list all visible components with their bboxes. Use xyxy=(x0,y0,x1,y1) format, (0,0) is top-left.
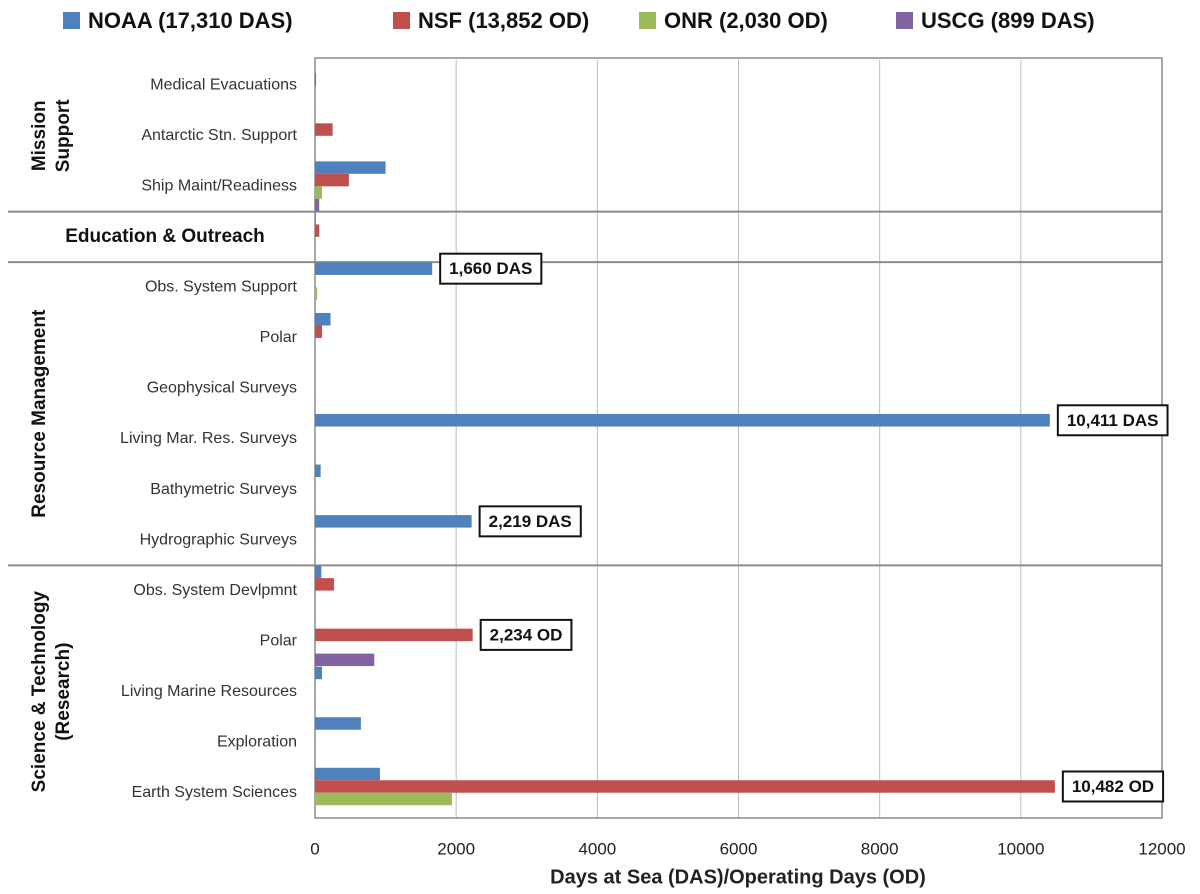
group-label: Resource Management xyxy=(29,309,50,518)
bar xyxy=(315,173,349,187)
value-label-box xyxy=(478,505,582,538)
bar xyxy=(315,780,1055,793)
y-tick-label: Antarctic Stn. Support xyxy=(141,127,297,144)
y-tick-label: Living Marine Resources xyxy=(121,683,297,700)
x-tick-label: 4000 xyxy=(578,839,616,858)
legend-swatch xyxy=(639,12,656,29)
legend-label: USCG (899 DAS) xyxy=(921,8,1095,33)
bar xyxy=(315,224,320,237)
bar xyxy=(315,287,318,300)
group-label: Education & Outreach xyxy=(65,226,265,247)
y-tick-label: Earth System Sciences xyxy=(132,784,297,801)
x-tick-label: 6000 xyxy=(720,839,758,858)
group-label: (Research) xyxy=(53,643,74,741)
group-label: Science & Technology xyxy=(29,591,50,793)
bar xyxy=(315,325,323,338)
value-label: 1,660 DAS xyxy=(439,252,543,285)
value-label: 10,482 OD xyxy=(1061,770,1165,803)
bar xyxy=(315,312,331,326)
value-label-box xyxy=(1061,770,1165,803)
group-label: Support xyxy=(53,99,74,172)
y-tick-label: Ship Maint/Readiness xyxy=(141,178,297,195)
legend-swatch xyxy=(393,12,410,29)
bar xyxy=(315,717,361,730)
bar xyxy=(315,198,320,212)
bar xyxy=(315,123,333,136)
value-label: 10,411 DAS xyxy=(1056,404,1169,437)
value-label-text: 1,660 DAS xyxy=(449,259,532,278)
bar xyxy=(315,161,386,174)
value-label-text: 2,234 OD xyxy=(490,625,563,644)
bar xyxy=(315,628,473,642)
x-tick-label: 2000 xyxy=(437,839,475,858)
x-tick-label: 12000 xyxy=(1138,839,1185,858)
value-label-text: 10,411 DAS xyxy=(1067,411,1159,430)
y-tick-label: Polar xyxy=(260,329,298,346)
plot-border xyxy=(314,57,1163,819)
x-tick-label: 10000 xyxy=(997,839,1044,858)
bar xyxy=(315,211,316,225)
y-tick-label: Polar xyxy=(260,632,298,649)
bar xyxy=(315,565,322,579)
legend-swatch xyxy=(63,12,80,29)
bar xyxy=(315,792,452,806)
y-tick-label: Hydrographic Surveys xyxy=(140,531,297,548)
bar xyxy=(315,464,321,478)
value-label-text: 10,482 OD xyxy=(1072,777,1154,796)
bar xyxy=(315,414,1050,427)
value-label: 2,219 DAS xyxy=(478,505,582,538)
legend-label: ONR (2,030 OD) xyxy=(664,8,828,33)
bar xyxy=(315,186,323,199)
y-tick-label: Geophysical Surveys xyxy=(147,380,297,397)
value-label-box xyxy=(439,252,543,285)
bar xyxy=(315,767,380,781)
legend-label: NOAA (17,310 DAS) xyxy=(88,8,293,33)
x-axis-label: Days at Sea (DAS)/Operating Days (OD) xyxy=(550,866,926,888)
bar xyxy=(315,578,335,591)
y-tick-label: Obs. System Devlpmnt xyxy=(133,582,297,599)
group-label: Mission xyxy=(29,100,50,171)
bar xyxy=(315,262,433,275)
value-label-box xyxy=(1056,404,1169,437)
x-tick-label: 8000 xyxy=(861,839,899,858)
value-label-box xyxy=(479,618,573,651)
y-tick-label: Exploration xyxy=(217,733,297,750)
y-tick-label: Obs. System Support xyxy=(145,279,298,296)
x-tick-label: 0 xyxy=(310,839,319,858)
legend-label: NSF (13,852 OD) xyxy=(418,8,589,33)
bar xyxy=(315,515,472,528)
value-label-text: 2,219 DAS xyxy=(489,512,572,531)
legend-swatch xyxy=(896,12,913,29)
value-label: 2,234 OD xyxy=(479,618,573,651)
bar xyxy=(315,653,375,667)
bar xyxy=(315,666,323,680)
y-tick-label: Bathymetric Surveys xyxy=(150,481,297,498)
y-tick-label: Living Mar. Res. Surveys xyxy=(120,430,297,447)
bar xyxy=(315,72,317,86)
y-tick-label: Medical Evacuations xyxy=(150,76,297,93)
